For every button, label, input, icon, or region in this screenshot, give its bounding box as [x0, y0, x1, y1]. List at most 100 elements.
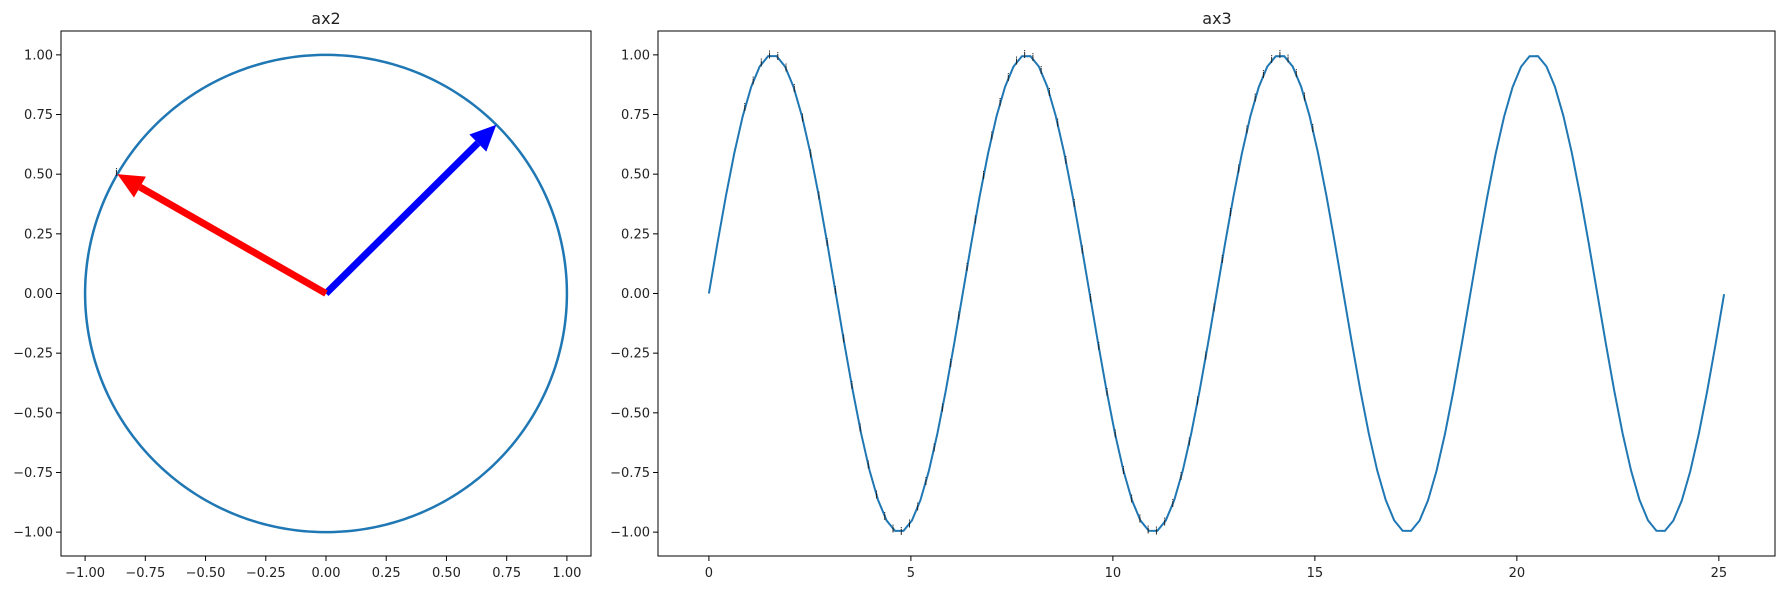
axes-title-ax3: ax3 — [1202, 9, 1231, 28]
annotation-i: i — [941, 402, 944, 415]
annotation-i: i — [760, 57, 763, 70]
annotation-i: i — [1278, 48, 1281, 61]
series-circle — [83, 53, 569, 534]
y-axis-ax3: −1.00 −0.75 −0.50 −0.25 0.00 0.25 0.50 0.75 1.00 — [610, 48, 658, 541]
annotation-i: i — [1204, 350, 1207, 363]
x-tick-label: 0.00 — [312, 566, 341, 581]
annotation-i: i — [916, 501, 919, 514]
plot-area-ax2 — [83, 53, 569, 534]
x-tick-label: 0.50 — [432, 566, 461, 581]
annotation-i: i — [776, 50, 779, 63]
vector-arrow-head — [117, 174, 146, 198]
annotation-i: i — [892, 522, 895, 535]
y-tick-label: 0.75 — [621, 108, 650, 123]
annotation-i: i — [1056, 117, 1059, 130]
x-tick-label: 0.25 — [372, 566, 401, 581]
annotation-i: i — [1031, 51, 1034, 64]
y-tick-label: 0.50 — [621, 168, 650, 183]
x-tick-label: 5 — [907, 566, 915, 581]
series-sine — [707, 55, 1726, 532]
y-tick-label: 1.00 — [24, 48, 53, 63]
x-axis-ax2: −1.00 −0.75 −0.50 −0.25 0.00 0.25 0.50 0.75 1.00 — [65, 556, 581, 581]
annotation-i: i — [1311, 122, 1314, 135]
annotation-i: i — [793, 82, 796, 95]
annotation-i: i — [1287, 53, 1290, 66]
x-tick-label: 1.00 — [552, 566, 581, 581]
y-tick-label: 1.00 — [621, 48, 650, 63]
annotation-i: i — [1130, 492, 1133, 505]
annotation-i: i — [784, 61, 787, 74]
annotation-i: i — [1262, 68, 1265, 81]
annotation-i: i — [768, 48, 771, 61]
annotation-i: i — [990, 129, 993, 142]
annotation-i: i — [1303, 90, 1306, 103]
x-tick-label: 0 — [705, 566, 713, 581]
x-tick-label: −0.50 — [186, 566, 226, 581]
axes-ax2: ax2 i −1.00 −0.75 −0.50 −0.25 0.00 0.25 0.50 0.… — [13, 9, 592, 581]
annotation-i: i — [1114, 428, 1117, 441]
annotation-i: i — [867, 458, 870, 471]
annotation-i: i — [1097, 340, 1100, 353]
annotation-i: i — [900, 525, 903, 538]
annotation-i: i — [801, 111, 804, 124]
annotation-i: i — [1081, 243, 1084, 256]
annotation-i: i — [1015, 55, 1018, 68]
x-tick-label: 20 — [1509, 566, 1526, 581]
x-tick-label: 0.75 — [492, 566, 521, 581]
annotation-i: i — [949, 357, 952, 370]
y-tick-label: 0.00 — [621, 287, 650, 302]
y-tick-label: 0.25 — [24, 227, 53, 242]
annotation-i: i — [1138, 513, 1141, 526]
x-tick-label: 15 — [1307, 566, 1324, 581]
vector-arrow-shaft — [323, 140, 481, 296]
annotation-i: i — [1180, 470, 1183, 483]
x-tick-label: −1.00 — [65, 566, 105, 581]
annotation-i: i — [826, 236, 829, 249]
annotation-i: i — [1105, 386, 1108, 399]
annotation-i: i — [834, 284, 837, 297]
y-tick-label: 0.50 — [24, 168, 53, 183]
annotation-i: i — [1295, 67, 1298, 80]
annotation-i: i — [1023, 48, 1026, 61]
annotation-i: i — [1196, 395, 1199, 408]
y-tick-label: 0.25 — [621, 227, 650, 242]
annotation-i: i — [1007, 71, 1010, 84]
annotation-i: i — [908, 518, 911, 531]
annotation-i: i — [1163, 515, 1166, 528]
annotation-i: i — [924, 475, 927, 488]
vector-arrow-shaft — [138, 184, 328, 297]
annotation-i: i — [752, 74, 755, 87]
annotation-i: i — [1237, 162, 1240, 175]
annotation-i: i — [1073, 197, 1076, 210]
x-tick-label: 25 — [1711, 566, 1728, 581]
annotation-i: i — [1147, 523, 1150, 536]
y-tick-label: −0.50 — [610, 406, 650, 421]
y-tick-label: −0.25 — [13, 347, 53, 362]
y-tick-label: −0.50 — [13, 406, 53, 421]
annotation-i: i — [1040, 64, 1043, 77]
x-tick-label: 10 — [1105, 566, 1122, 581]
y-tick-label: −1.00 — [610, 526, 650, 541]
annotations-ax2: i — [115, 166, 118, 179]
annotation-i: i — [1064, 154, 1067, 167]
annotation-i: i — [743, 101, 746, 114]
x-tick-label: −0.75 — [125, 566, 165, 581]
annotation-i: i — [1048, 86, 1051, 99]
vector-arrow-head — [469, 124, 497, 152]
annotation-i: i — [1270, 53, 1273, 66]
annotation-i: i — [982, 169, 985, 182]
annotation-i: i — [1089, 292, 1092, 305]
annotation-i: i — [875, 488, 878, 501]
annotation-i: i — [1254, 92, 1257, 105]
y-axis-ax2: −1.00 −0.75 −0.50 −0.25 0.00 0.25 0.50 0.75 1.00 — [13, 48, 61, 541]
annotation-i: i — [1229, 206, 1232, 219]
annotation-i: i — [859, 422, 862, 435]
annotation-i: i — [1245, 124, 1248, 137]
annotation-i: i — [842, 332, 845, 345]
annotation-i: i — [1188, 436, 1191, 449]
annotation-i: i — [1221, 253, 1224, 266]
annotation-i: i — [850, 379, 853, 392]
